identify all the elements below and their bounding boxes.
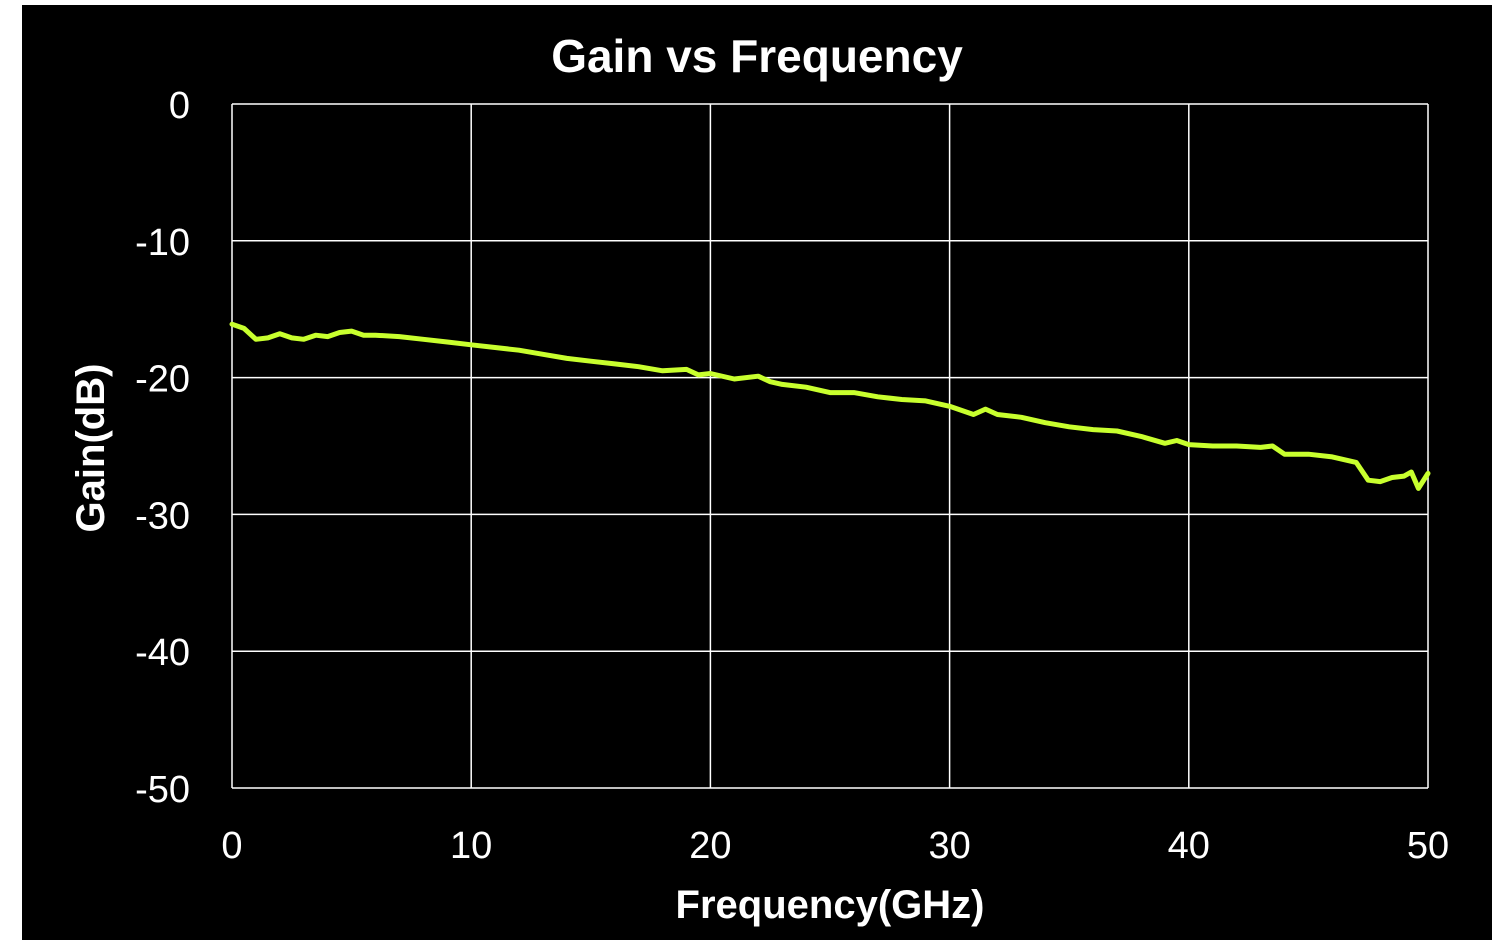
chart-background bbox=[22, 5, 1492, 940]
y-tick-label: -20 bbox=[135, 359, 190, 401]
y-tick-label: -40 bbox=[135, 632, 190, 674]
y-tick-label: -10 bbox=[135, 222, 190, 264]
x-tick-label: 30 bbox=[928, 825, 970, 867]
x-tick-label: 10 bbox=[450, 825, 492, 867]
y-tick-label: -50 bbox=[135, 769, 190, 811]
x-tick-label: 40 bbox=[1168, 825, 1210, 867]
gain-series-line bbox=[229, 321, 1431, 491]
x-tick-label: 0 bbox=[221, 825, 242, 867]
y-tick-label: -30 bbox=[135, 495, 190, 537]
x-tick-label: 20 bbox=[689, 825, 731, 867]
y-axis-label: Gain(dB) bbox=[69, 364, 113, 533]
chart-title: Gain vs Frequency bbox=[551, 30, 963, 82]
y-tick-label: 0 bbox=[169, 85, 190, 127]
tick-labels: 0 10 20 30 40 50 0 -10 -20 -30 -40 -50 bbox=[135, 85, 1449, 867]
grid bbox=[231, 103, 1429, 789]
x-axis-label: Frequency(GHz) bbox=[676, 883, 985, 927]
series bbox=[229, 321, 1431, 491]
x-tick-label: 50 bbox=[1407, 825, 1449, 867]
